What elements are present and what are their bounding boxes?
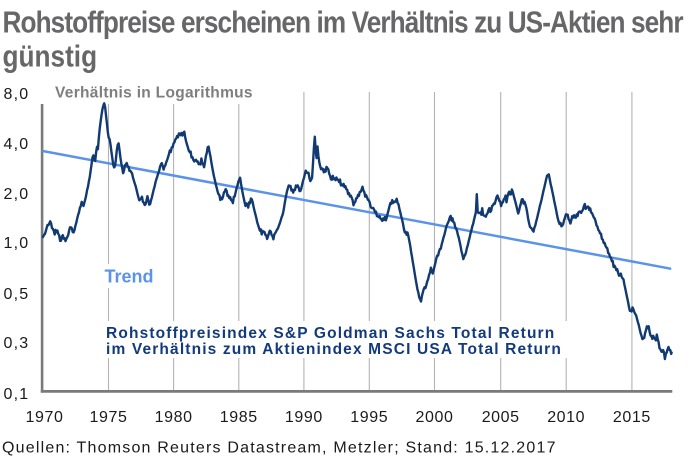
svg-text:im Verhältnis zum Aktienindex: im Verhältnis zum Aktienindex MSCI USA T… <box>106 341 562 358</box>
svg-text:1995: 1995 <box>350 409 388 426</box>
svg-text:1985: 1985 <box>220 409 258 426</box>
svg-text:1980: 1980 <box>155 409 193 426</box>
svg-text:2000: 2000 <box>416 409 454 426</box>
svg-text:1,0: 1,0 <box>4 235 30 252</box>
svg-text:0,3: 0,3 <box>4 335 30 352</box>
svg-text:Trend: Trend <box>105 267 154 287</box>
svg-text:2010: 2010 <box>547 409 585 426</box>
svg-text:Rohstoffpreise erscheinen im V: Rohstoffpreise erscheinen im Verhältnis … <box>3 5 684 40</box>
svg-text:günstig: günstig <box>3 39 98 74</box>
svg-text:Rohstoffpreisindex S&P Goldman: Rohstoffpreisindex S&P Goldman Sachs Tot… <box>106 325 555 342</box>
svg-text:Quellen: Thomson Reuters Datas: Quellen: Thomson Reuters Datastream, Met… <box>2 440 557 457</box>
svg-text:2,0: 2,0 <box>4 186 30 203</box>
svg-text:4,0: 4,0 <box>4 136 30 153</box>
svg-text:8,0: 8,0 <box>4 86 30 103</box>
svg-text:1970: 1970 <box>26 409 64 426</box>
svg-text:Verhältnis in Logarithmus: Verhältnis in Logarithmus <box>55 85 253 102</box>
svg-text:2015: 2015 <box>613 409 651 426</box>
svg-text:1990: 1990 <box>285 409 323 426</box>
svg-text:1975: 1975 <box>90 409 128 426</box>
svg-text:2005: 2005 <box>482 409 520 426</box>
svg-text:0,1: 0,1 <box>4 386 30 403</box>
svg-text:0,5: 0,5 <box>4 286 30 303</box>
